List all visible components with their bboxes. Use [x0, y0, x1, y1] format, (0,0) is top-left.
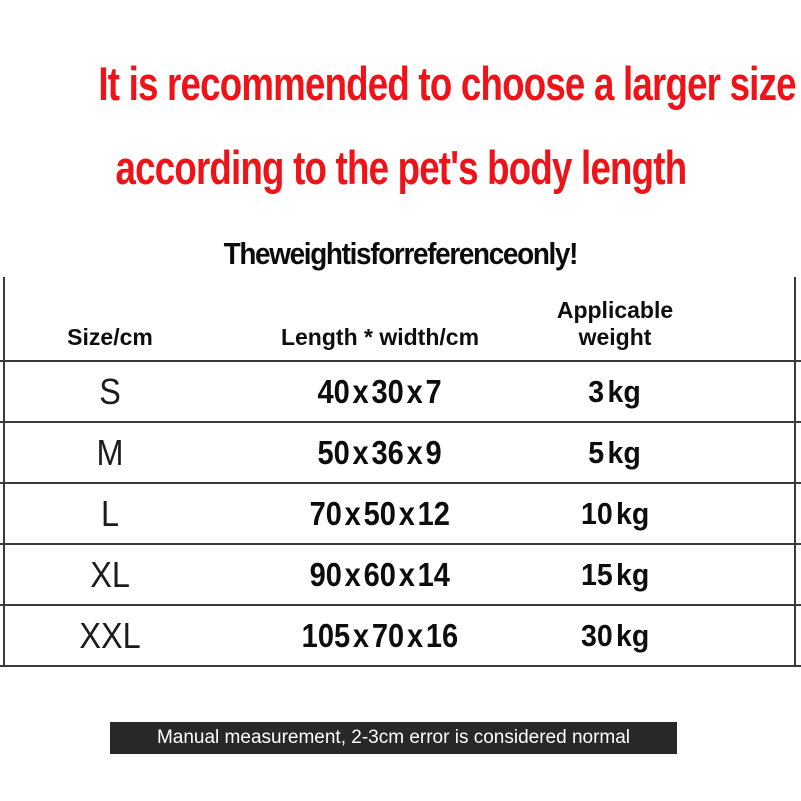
size-cell: XXL — [0, 615, 220, 657]
size-table: Size/cm Length * width/cm Applicable wei… — [0, 277, 801, 667]
size-value: M — [96, 431, 124, 473]
column-header-weight: Applicable weight — [556, 297, 674, 350]
dimensions-value: 105 x 70 x 16 — [301, 616, 459, 654]
table-left-border — [3, 277, 5, 667]
dimensions-cell: 105 x 70 x 16 — [220, 617, 540, 655]
table-row-l: L 70 x 50 x 12 10 kg — [0, 482, 801, 543]
weight-reference-subtitle-text: The weight is for reference only! — [223, 236, 579, 271]
weight-value: 10 kg — [580, 495, 650, 531]
weight-cell: 15 kg — [540, 557, 690, 593]
table-right-border — [794, 277, 796, 667]
table-row-m: M 50 x 36 x 9 5 kg — [0, 421, 801, 482]
dimensions-cell: 90 x 60 x 14 — [220, 556, 540, 594]
weight-cell: 30 kg — [540, 618, 690, 654]
dimensions-cell: 50 x 36 x 9 — [220, 434, 540, 472]
size-cell: S — [0, 371, 220, 413]
size-value: S — [99, 370, 121, 412]
size-table-header-row: Size/cm Length * width/cm Applicable wei… — [0, 277, 801, 360]
size-cell: XL — [0, 554, 220, 596]
weight-cell: 5 kg — [540, 435, 690, 471]
size-value: L — [100, 492, 120, 534]
recommendation-heading-line1-text: It is recommended to choose a larger siz… — [98, 57, 796, 110]
weight-cell: 10 kg — [540, 496, 690, 532]
size-value: XXL — [79, 614, 141, 656]
size-value: XL — [90, 553, 130, 595]
dimensions-value: 90 x 60 x 14 — [309, 555, 451, 593]
measurement-disclaimer-bar: Manual measurement, 2-3cm error is consi… — [110, 722, 677, 754]
dimensions-cell: 40 x 30 x 7 — [220, 373, 540, 411]
dimensions-value: 70 x 50 x 12 — [309, 494, 451, 532]
weight-value: 5 kg — [588, 434, 642, 470]
column-header-size: Size/cm — [67, 324, 153, 350]
weight-value: 15 kg — [580, 556, 650, 592]
recommendation-heading-line1: It is recommended to choose a larger siz… — [0, 56, 801, 112]
recommendation-heading-line2-text: according to the pet's body length — [115, 141, 687, 194]
weight-cell: 3 kg — [540, 374, 690, 410]
weight-reference-subtitle: The weight is for reference only! — [0, 236, 801, 272]
weight-value: 30 kg — [580, 617, 650, 653]
table-row-xxl: XXL 105 x 70 x 16 30 kg — [0, 604, 801, 667]
recommendation-heading-line2: according to the pet's body length — [0, 140, 801, 196]
table-row-s: S 40 x 30 x 7 3 kg — [0, 360, 801, 421]
size-cell: M — [0, 432, 220, 474]
measurement-disclaimer-text: Manual measurement, 2-3cm error is consi… — [156, 727, 631, 748]
dimensions-cell: 70 x 50 x 12 — [220, 495, 540, 533]
dimensions-value: 50 x 36 x 9 — [317, 433, 443, 471]
table-row-xl: XL 90 x 60 x 14 15 kg — [0, 543, 801, 604]
weight-value: 3 kg — [588, 373, 642, 409]
dimensions-value: 40 x 30 x 7 — [317, 372, 443, 410]
size-cell: L — [0, 493, 220, 535]
column-header-dimensions: Length * width/cm — [280, 324, 480, 350]
